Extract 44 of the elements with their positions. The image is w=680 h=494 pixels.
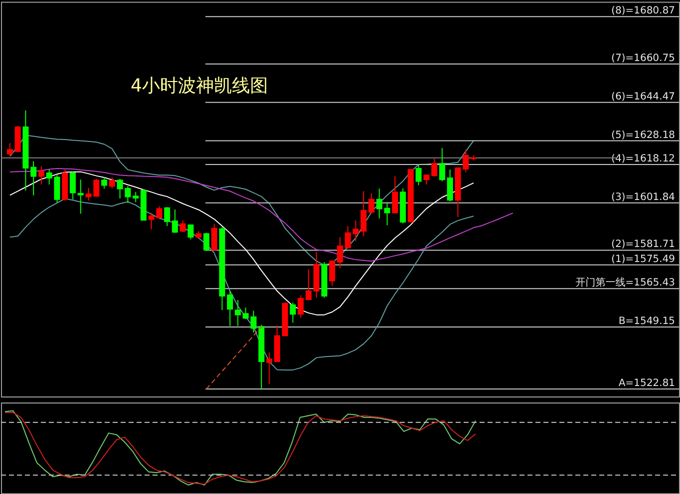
candlestick	[6, 142, 13, 157]
candlestick	[250, 310, 257, 333]
candlestick	[462, 149, 469, 173]
candlestick	[360, 190, 367, 237]
ref-line-label: (8)=1680.87	[611, 6, 676, 17]
ref-line-label: B=1549.15	[618, 316, 676, 327]
candlestick	[298, 294, 304, 318]
candlestick	[188, 224, 194, 240]
candlestick	[423, 174, 430, 186]
candlestick	[164, 206, 170, 226]
candlestick	[439, 148, 446, 182]
candlestick	[368, 192, 374, 214]
text: 4小时波神凯线图	[130, 75, 268, 96]
ref-line-label: (5)=1628.18	[611, 130, 676, 141]
candlestick	[116, 178, 123, 199]
candlestick	[93, 178, 100, 198]
candlestick	[30, 160, 36, 196]
candlestick	[86, 187, 92, 202]
ref-line-label: 开门第一线=1565.43	[575, 276, 676, 289]
candlestick	[447, 168, 454, 202]
candlestick	[290, 302, 296, 324]
ref-line-label: (4)=1618.12	[611, 153, 676, 164]
ref-line-label: A=1522.81	[618, 378, 676, 390]
ref-line-label: (2)=1581.71	[611, 239, 676, 250]
candlestick	[172, 209, 178, 234]
candlestick	[306, 268, 312, 301]
candlestick	[431, 158, 438, 177]
candlestick	[54, 174, 60, 204]
candlestick	[203, 232, 210, 252]
candlestick	[337, 236, 343, 269]
candlestick	[392, 176, 398, 214]
candlestick	[38, 166, 44, 186]
candlestick	[109, 176, 116, 190]
candlestick	[211, 223, 218, 251]
ref-line-label: (3)=1601.84	[611, 192, 676, 203]
candlestick	[226, 290, 233, 326]
ref-line-label: (6)=1644.47	[611, 91, 676, 102]
ref-line-label: (1)=1575.49	[611, 254, 676, 265]
candlestick	[416, 164, 422, 186]
candlestick	[101, 176, 108, 190]
candlestick	[329, 260, 336, 286]
candlestick	[46, 168, 52, 186]
ref-line-label: (7)=1660.75	[611, 53, 676, 64]
candlestick	[180, 220, 186, 233]
